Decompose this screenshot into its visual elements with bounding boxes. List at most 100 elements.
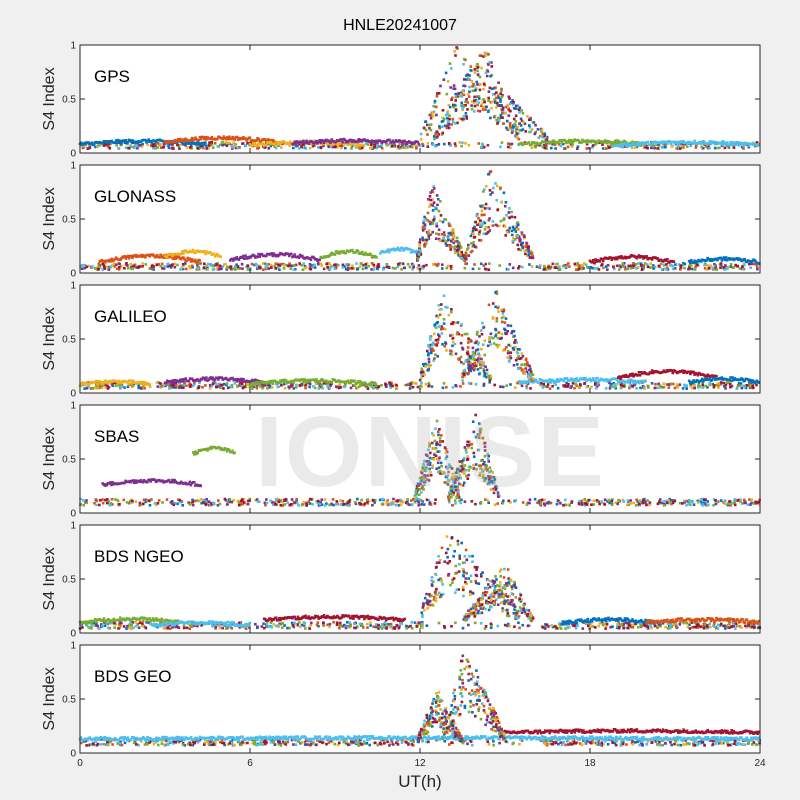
data-point (712, 374, 716, 378)
data-point (512, 125, 515, 129)
data-point (256, 264, 259, 267)
data-point (388, 138, 391, 142)
data-point (576, 147, 579, 150)
data-point (231, 376, 234, 380)
data-point (579, 383, 582, 386)
data-point (451, 503, 454, 507)
data-point (463, 266, 467, 270)
data-point (239, 503, 243, 506)
data-point (427, 123, 431, 127)
data-point (614, 139, 618, 142)
data-point (621, 145, 624, 148)
data-point (445, 386, 448, 389)
data-point (666, 142, 669, 145)
data-point (516, 357, 519, 360)
data-point (724, 383, 728, 387)
data-point (754, 380, 757, 384)
data-point (248, 136, 252, 139)
data-point (146, 139, 149, 143)
data-point (423, 245, 426, 248)
data-point (590, 378, 594, 382)
data-point (174, 378, 178, 382)
data-point (482, 105, 485, 109)
data-point (705, 259, 708, 262)
data-point (470, 69, 473, 72)
data-point (165, 256, 169, 259)
data-point (438, 313, 442, 317)
data-point (746, 378, 750, 381)
data-point (129, 379, 133, 382)
data-point (619, 256, 622, 260)
data-point (491, 220, 495, 223)
data-point (258, 255, 261, 258)
data-point (110, 257, 114, 261)
data-point (703, 378, 706, 382)
data-point (451, 117, 455, 121)
data-point (650, 258, 654, 261)
data-point (450, 310, 453, 314)
data-point (691, 381, 694, 385)
data-point (621, 498, 625, 502)
data-point (216, 252, 219, 256)
data-point (486, 498, 489, 502)
data-point (433, 99, 437, 103)
data-point (200, 143, 204, 146)
data-point (216, 504, 220, 507)
data-point (373, 143, 376, 147)
data-point (508, 97, 511, 100)
data-point (85, 499, 88, 502)
data-point (487, 53, 490, 56)
data-point (461, 379, 464, 382)
data-point (207, 144, 211, 147)
data-point (166, 262, 169, 266)
data-point (712, 384, 716, 387)
data-point (529, 143, 533, 146)
data-point (639, 262, 643, 265)
data-point (349, 141, 352, 145)
data-point (692, 142, 695, 145)
data-point (364, 142, 368, 145)
data-point (265, 498, 268, 501)
data-point (355, 262, 358, 265)
data-point (176, 263, 179, 267)
data-point (495, 199, 499, 202)
data-point (612, 382, 615, 385)
data-point (472, 227, 475, 230)
data-point (429, 364, 433, 367)
data-point (234, 268, 237, 271)
data-point (322, 144, 325, 148)
data-point (738, 267, 742, 270)
data-point (442, 294, 446, 298)
data-point (515, 236, 519, 239)
data-point (426, 145, 430, 148)
plot-area-galileo (80, 285, 760, 393)
data-point (532, 121, 536, 124)
data-point (482, 369, 486, 373)
data-point (690, 267, 694, 271)
data-point (254, 378, 257, 382)
data-point (603, 498, 607, 502)
data-point (105, 265, 109, 269)
data-point (440, 325, 443, 328)
data-point (494, 333, 498, 336)
data-point (614, 385, 617, 389)
data-point (434, 145, 437, 148)
data-point (637, 371, 641, 374)
data-point (467, 92, 470, 96)
data-point (492, 336, 495, 340)
data-point (159, 146, 163, 149)
data-point (724, 387, 727, 390)
data-point (495, 118, 498, 122)
data-point (708, 140, 712, 143)
data-point (564, 141, 568, 145)
data-point (331, 145, 335, 149)
data-point (480, 213, 484, 217)
data-point (140, 255, 144, 259)
data-point (464, 360, 468, 363)
data-point (615, 264, 619, 268)
data-point (232, 141, 235, 144)
data-point (521, 265, 524, 269)
data-point (548, 378, 551, 381)
data-point (496, 120, 500, 124)
data-point (183, 384, 186, 387)
